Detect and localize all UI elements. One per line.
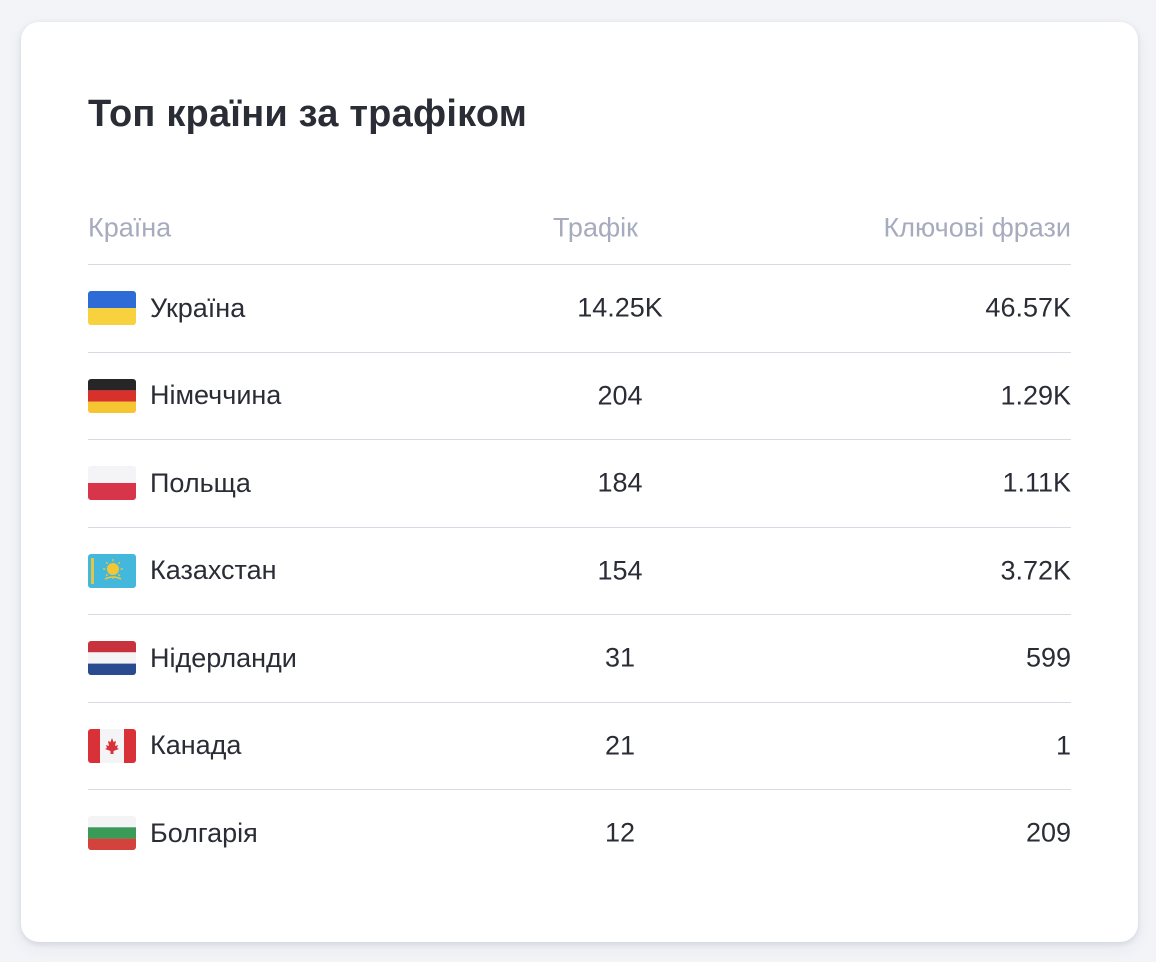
flag-ukraine-icon xyxy=(88,291,136,326)
flag-netherlands-icon xyxy=(88,641,136,676)
keywords-value: 209 xyxy=(1025,817,1071,848)
country-cell: Польща xyxy=(88,466,251,501)
header-traffic[interactable]: Трафік xyxy=(552,212,638,243)
traffic-value: 184 xyxy=(597,467,643,498)
table-row[interactable]: Канада 21 1 xyxy=(88,703,1071,790)
traffic-value: 14.25K xyxy=(577,292,663,323)
flag-kazakhstan-icon xyxy=(88,553,136,588)
country-cell: Німеччина xyxy=(88,378,282,413)
keywords-value: 1.29K xyxy=(1000,380,1071,411)
table-row[interactable]: Німеччина 204 1.29K xyxy=(88,353,1071,440)
country-name: Польща xyxy=(150,467,251,498)
card-title: Топ країни за трафіком xyxy=(88,93,528,135)
countries-table: Країна Трафік Ключові фрази Україна 14.2… xyxy=(88,192,1071,877)
traffic-value: 31 xyxy=(604,642,636,673)
country-name: Казахстан xyxy=(150,555,277,586)
table-header: Країна Трафік Ключові фрази xyxy=(88,192,1071,265)
country-cell: Нідерланди xyxy=(88,641,297,676)
country-name: Нідерланди xyxy=(150,642,297,673)
flag-canada-icon xyxy=(88,728,136,763)
traffic-value: 204 xyxy=(597,380,643,411)
keywords-value: 46.57K xyxy=(985,292,1071,323)
table-row[interactable]: Болгарія 12 209 xyxy=(88,790,1071,877)
country-cell: Україна xyxy=(88,291,246,326)
table-row[interactable]: Казахстан 154 3.72K xyxy=(88,528,1071,615)
table-row[interactable]: Нідерланди 31 599 xyxy=(88,615,1071,703)
country-name: Канада xyxy=(150,730,242,761)
country-name: Україна xyxy=(150,292,246,323)
header-country[interactable]: Країна xyxy=(88,212,172,243)
country-name: Болгарія xyxy=(150,817,258,848)
traffic-value: 21 xyxy=(604,730,636,761)
top-countries-card: Топ країни за трафіком Країна Трафік Клю… xyxy=(21,22,1138,942)
traffic-value: 12 xyxy=(604,817,636,848)
country-cell: Канада xyxy=(88,728,242,763)
flag-poland-icon xyxy=(88,466,136,501)
country-cell: Болгарія xyxy=(88,816,258,851)
header-keywords[interactable]: Ключові фрази xyxy=(883,212,1071,243)
keywords-value: 599 xyxy=(1025,642,1071,673)
traffic-value: 154 xyxy=(597,555,643,586)
table-row[interactable]: Польща 184 1.11K xyxy=(88,440,1071,528)
flag-germany-icon xyxy=(88,378,136,413)
keywords-value: 1.11K xyxy=(1002,467,1071,498)
country-cell: Казахстан xyxy=(88,553,277,588)
keywords-value: 1 xyxy=(1055,730,1071,761)
flag-bulgaria-icon xyxy=(88,816,136,851)
country-name: Німеччина xyxy=(150,380,282,411)
table-row[interactable]: Україна 14.25K 46.57K xyxy=(88,265,1071,353)
keywords-value: 3.72K xyxy=(1000,555,1071,586)
